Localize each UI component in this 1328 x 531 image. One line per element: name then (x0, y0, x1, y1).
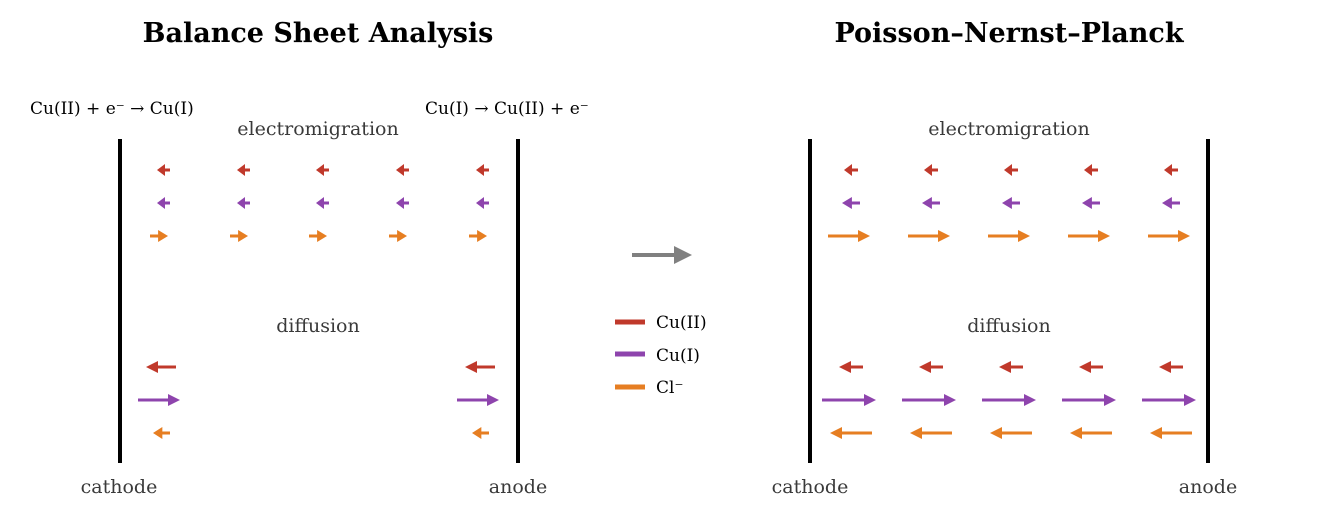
right-electromigration-label: electromigration (928, 118, 1089, 140)
right-cathode-label: cathode (772, 476, 849, 498)
right-diff-cl-arrow-3 (1070, 427, 1112, 439)
right-panel-title: Poisson–Nernst–Planck (834, 18, 1184, 49)
right-em-cu1-arrow-3 (1082, 197, 1100, 209)
right-em-cu2-arrow-2 (1004, 164, 1018, 176)
right-diff-cu2-arrow-3 (1079, 361, 1103, 373)
right-diff-cu1-arrow-1 (902, 394, 956, 406)
right-arrow-icon (632, 246, 692, 264)
left-em-cu1-arrow-1 (237, 197, 250, 209)
legend-label-cl: Cl⁻ (656, 378, 683, 398)
right-em-cu2-arrow-0 (844, 164, 858, 176)
left-em-cu2-arrow-0 (157, 164, 170, 176)
left-diff-cu2-arrow-1 (465, 361, 495, 373)
left-diff-cu1-arrow-1 (457, 394, 499, 406)
left-em-cu1-arrow-3 (396, 197, 409, 209)
right-em-cl-arrow-4 (1148, 230, 1190, 242)
right-em-cl-arrow-2 (988, 230, 1030, 242)
left-em-cu2-arrow-4 (476, 164, 489, 176)
left-em-cl-arrow-2 (309, 230, 327, 242)
right-diff-cl-arrow-2 (990, 427, 1032, 439)
left-em-cl-arrow-3 (389, 230, 407, 242)
right-diff-cl-arrow-1 (910, 427, 952, 439)
legend: Cu(II) Cu(I) Cl⁻ (615, 313, 707, 398)
right-em-cu1-arrow-0 (842, 197, 860, 209)
legend-label-cu2: Cu(II) (656, 313, 707, 333)
left-diff-cl-arrow-0 (153, 427, 170, 439)
left-electromigration-label: electromigration (237, 118, 398, 140)
right-diff-cu1-arrow-3 (1062, 394, 1116, 406)
cathode-reaction: Cu(II) + e⁻ → Cu(I) (30, 99, 194, 119)
right-em-cu1-arrow-2 (1002, 197, 1020, 209)
left-em-cl-arrow-0 (150, 230, 168, 242)
legend-label-cu1: Cu(I) (656, 346, 700, 366)
right-diffusion-label: diffusion (967, 315, 1050, 337)
left-diff-cu1-arrow-0 (138, 394, 180, 406)
left-diffusion-label: diffusion (276, 315, 359, 337)
left-em-cl-arrow-4 (469, 230, 487, 242)
left-em-cl-arrow-1 (230, 230, 248, 242)
right-em-cu2-arrow-3 (1084, 164, 1098, 176)
left-em-cu2-arrow-3 (396, 164, 409, 176)
right-diff-cu2-arrow-4 (1159, 361, 1183, 373)
left-anode-label: anode (489, 476, 547, 498)
right-diff-cl-arrow-0 (830, 427, 872, 439)
anode-reaction: Cu(I) → Cu(II) + e⁻ (425, 99, 589, 119)
left-cathode-label: cathode (81, 476, 158, 498)
left-em-cu1-arrow-2 (316, 197, 329, 209)
flux-arrows (138, 164, 1196, 439)
left-em-cu2-arrow-1 (237, 164, 250, 176)
left-em-cu2-arrow-2 (316, 164, 329, 176)
right-em-cl-arrow-1 (908, 230, 950, 242)
right-anode-label: anode (1179, 476, 1237, 498)
left-diff-cu2-arrow-0 (146, 361, 176, 373)
left-em-cu1-arrow-4 (476, 197, 489, 209)
right-diff-cu2-arrow-1 (919, 361, 943, 373)
right-diff-cu2-arrow-2 (999, 361, 1023, 373)
right-diff-cu2-arrow-0 (839, 361, 863, 373)
right-diff-cl-arrow-4 (1150, 427, 1192, 439)
right-em-cu2-arrow-4 (1164, 164, 1178, 176)
right-diff-cu1-arrow-0 (822, 394, 876, 406)
right-diff-cu1-arrow-4 (1142, 394, 1196, 406)
right-em-cl-arrow-3 (1068, 230, 1110, 242)
right-diff-cu1-arrow-2 (982, 394, 1036, 406)
right-em-cu1-arrow-1 (922, 197, 940, 209)
left-panel-title: Balance Sheet Analysis (143, 18, 494, 49)
left-diff-cl-arrow-1 (472, 427, 489, 439)
right-em-cl-arrow-0 (828, 230, 870, 242)
left-em-cu1-arrow-0 (157, 197, 170, 209)
right-em-cu2-arrow-1 (924, 164, 938, 176)
right-em-cu1-arrow-4 (1162, 197, 1180, 209)
